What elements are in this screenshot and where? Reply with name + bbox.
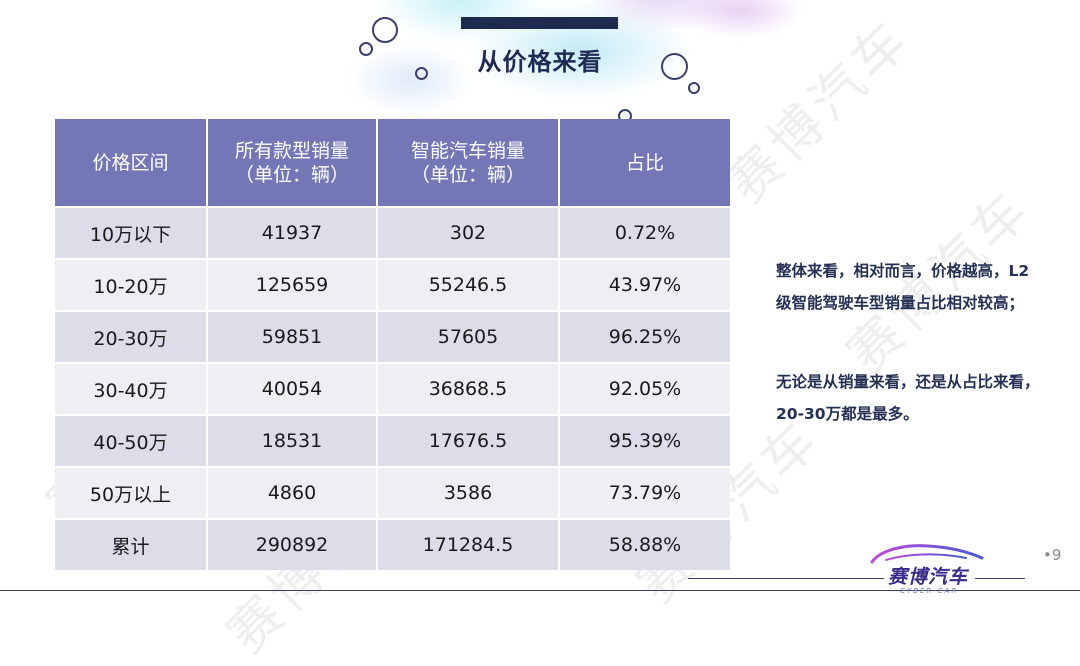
cell-all-sales: 18531	[207, 414, 378, 467]
cell-share: 0.72%	[559, 206, 730, 259]
page-number: •9	[1043, 546, 1062, 564]
cell-smart-sales: 55246.5	[377, 258, 560, 311]
logo-name: 赛博汽车	[888, 566, 969, 588]
summary-note-1: 整体来看，相对而言，价格越高，L2级智能驾驶车型销量占比相对较高；	[776, 262, 1030, 312]
table-row-total: 累计 290892 171284.5 58.88%	[55, 518, 730, 570]
table-header-row: 价格区间 所有款型销量 （单位：辆） 智能汽车销量 （单位：辆） 占比	[55, 119, 730, 207]
cell-all-sales: 290892	[207, 518, 378, 570]
cell-smart-sales: 3586	[377, 466, 560, 519]
cell-all-sales: 125659	[207, 258, 378, 311]
footer-bottom-line	[0, 590, 1080, 591]
brand-logo: 赛博汽车 CYBER-CAR	[866, 538, 990, 600]
cell-share: 43.97%	[559, 258, 730, 311]
table-row: 20-30万 59851 57605 96.25%	[55, 310, 730, 363]
price-sales-table: 价格区间 所有款型销量 （单位：辆） 智能汽车销量 （单位：辆） 占比 10万以下 …	[55, 119, 730, 570]
footer-line-left	[688, 578, 884, 579]
cell-price-range: 40-50万	[55, 414, 208, 467]
bubble-decoration	[372, 17, 398, 43]
cell-share: 92.05%	[559, 362, 730, 415]
cell-smart-sales: 302	[377, 206, 560, 259]
title-accent-bar	[461, 17, 618, 29]
table-row: 50万以上 4860 3586 73.79%	[55, 466, 730, 519]
bubble-decoration	[661, 53, 688, 80]
cell-all-sales: 59851	[207, 310, 378, 363]
slide-title: 从价格来看	[477, 48, 603, 76]
footer-line-right	[975, 578, 1025, 579]
cell-smart-sales: 36868.5	[377, 362, 560, 415]
header-price-range: 价格区间	[55, 119, 208, 207]
table-row: 40-50万 18531 17676.5 95.39%	[55, 414, 730, 467]
cell-smart-sales: 57605	[377, 310, 560, 363]
logo-subtitle: CYBER-CAR	[900, 587, 959, 595]
cell-share: 95.39%	[559, 414, 730, 467]
table-row: 10-20万 125659 55246.5 43.97%	[55, 258, 730, 311]
bubble-decoration	[415, 67, 428, 80]
cell-price-range: 10万以下	[55, 206, 208, 259]
cell-price-range: 累计	[55, 518, 208, 570]
table-row: 10万以下 41937 302 0.72%	[55, 206, 730, 259]
cell-all-sales: 40054	[207, 362, 378, 415]
cell-smart-sales: 17676.5	[377, 414, 560, 467]
cell-share: 73.79%	[559, 466, 730, 519]
cell-price-range: 20-30万	[55, 310, 208, 363]
header-smart-sales: 智能汽车销量 （单位：辆）	[377, 119, 560, 207]
table-row: 30-40万 40054 36868.5 92.05%	[55, 362, 730, 415]
bubble-decoration	[688, 82, 700, 94]
cell-price-range: 10-20万	[55, 258, 208, 311]
cell-price-range: 30-40万	[55, 362, 208, 415]
cell-share: 96.25%	[559, 310, 730, 363]
cell-share: 58.88%	[559, 518, 730, 570]
header-share: 占比	[559, 119, 730, 207]
bubble-decoration	[359, 42, 373, 56]
cell-price-range: 50万以上	[55, 466, 208, 519]
cell-all-sales: 4860	[207, 466, 378, 519]
summary-note-2: 无论是从销量来看，还是从占比来看，20-30万都是最多。	[776, 373, 1040, 423]
cell-smart-sales: 171284.5	[377, 518, 560, 570]
cell-all-sales: 41937	[207, 206, 378, 259]
car-silhouette-icon	[870, 544, 984, 564]
header-all-sales: 所有款型销量 （单位：辆）	[207, 119, 378, 207]
watercolor-decoration-right	[640, 0, 840, 60]
